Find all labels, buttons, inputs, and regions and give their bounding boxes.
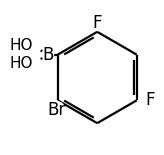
Text: F: F	[92, 14, 102, 32]
Text: F: F	[145, 91, 155, 109]
Circle shape	[25, 38, 41, 54]
Circle shape	[42, 49, 54, 60]
Circle shape	[47, 101, 65, 119]
Circle shape	[42, 49, 53, 60]
Circle shape	[139, 94, 152, 107]
Text: Br: Br	[47, 101, 65, 119]
Circle shape	[91, 17, 104, 30]
Text: HO: HO	[10, 38, 33, 53]
Text: HO: HO	[10, 56, 33, 71]
Circle shape	[25, 56, 41, 71]
Text: B: B	[42, 46, 53, 64]
